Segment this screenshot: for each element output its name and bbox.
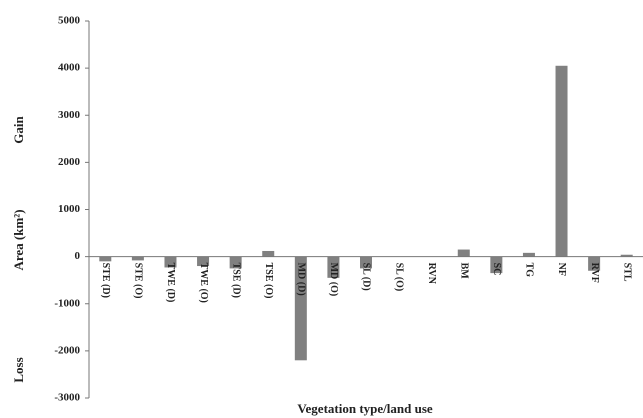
bar bbox=[327, 256, 340, 278]
y-tick-label: 4000 bbox=[58, 62, 81, 74]
bar bbox=[229, 256, 242, 269]
x-tick-label: MD (D) bbox=[296, 263, 307, 296]
x-tick-label: BM bbox=[458, 263, 469, 280]
x-tick-label: NF bbox=[556, 263, 567, 276]
bar bbox=[99, 256, 112, 262]
x-tick-label: STE (D) bbox=[100, 263, 111, 298]
y-tick-label: 3000 bbox=[58, 109, 81, 121]
gain-label: Gain bbox=[11, 116, 26, 144]
bar bbox=[555, 65, 568, 257]
x-tick-label: TWE (O) bbox=[198, 263, 209, 303]
bar bbox=[490, 256, 503, 274]
x-tick-label: STL bbox=[621, 263, 632, 282]
x-tick-label: TWE (D) bbox=[165, 263, 176, 303]
x-tick-label: SL (O) bbox=[393, 263, 404, 292]
y-axis-title: Area (km²) bbox=[11, 209, 26, 270]
bar bbox=[588, 256, 601, 271]
y-tick-label: -2000 bbox=[54, 344, 80, 356]
bar bbox=[262, 250, 275, 257]
bar bbox=[620, 254, 633, 257]
y-tick-label: 0 bbox=[75, 250, 81, 262]
y-tick-label: 1000 bbox=[58, 203, 81, 215]
bar bbox=[164, 256, 177, 268]
y-tick-label: 2000 bbox=[58, 156, 81, 168]
loss-label: Loss bbox=[11, 357, 26, 382]
y-tick-label: -1000 bbox=[54, 297, 80, 309]
bar bbox=[131, 256, 144, 261]
x-tick-label: RVF bbox=[589, 263, 600, 283]
bar bbox=[522, 252, 535, 257]
x-axis-title: Vegetation type/land use bbox=[297, 401, 433, 416]
bar bbox=[294, 256, 307, 361]
bar bbox=[457, 249, 470, 257]
x-tick-label: STE (O) bbox=[133, 263, 144, 299]
x-tick-label: MD (O) bbox=[328, 263, 339, 297]
x-tick-label: RVN bbox=[426, 263, 437, 285]
y-tick-label: -3000 bbox=[54, 392, 80, 404]
x-tick-label: TSE (D) bbox=[230, 263, 241, 298]
x-tick-label: TG bbox=[524, 263, 535, 278]
y-tick-label: 5000 bbox=[58, 15, 81, 27]
x-tick-label: SL (D) bbox=[361, 263, 372, 291]
bar bbox=[360, 256, 372, 269]
x-tick-label: SC bbox=[491, 263, 502, 276]
bar bbox=[197, 256, 210, 267]
x-tick-label: TSE (O) bbox=[263, 263, 274, 299]
